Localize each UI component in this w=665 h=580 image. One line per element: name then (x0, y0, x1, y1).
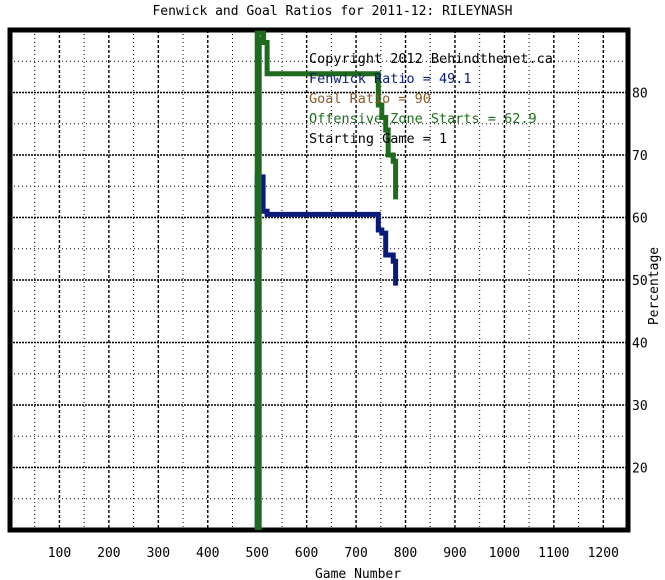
x-tick-labels: 100 200 300 400 500 600 700 800 900 1000 1100 1200 (48, 546, 619, 561)
y-tick-labels: 20 30 40 50 60 70 80 (632, 87, 648, 477)
series-line-fenwick (254, 174, 399, 530)
y-tick-label: 80 (632, 87, 648, 102)
y-tick-label: 70 (632, 149, 648, 164)
x-tick-label: 600 (295, 546, 318, 561)
y-axis-label: Percentage (647, 247, 662, 325)
y-tick-label: 60 (632, 212, 648, 227)
series-line-ozs (254, 30, 399, 530)
y-tick-label: 30 (632, 399, 648, 414)
legend-entry: Fenwick Ratio = 49.1 (309, 71, 472, 87)
x-tick-label: 700 (344, 546, 367, 561)
legend: Copyright 2012 Behindthenet.ca Fenwick Ra… (309, 51, 553, 147)
y-tick-label: 20 (632, 462, 648, 477)
x-tick-label: 400 (196, 546, 219, 561)
legend-entry: Copyright 2012 Behindthenet.ca (309, 51, 553, 67)
x-tick-label: 1200 (588, 546, 619, 561)
legend-entry: Goal Ratio = 90 (309, 91, 431, 107)
legend-entry: Offensive Zone Starts = 62.9 (309, 111, 537, 127)
x-tick-label: 500 (245, 546, 268, 561)
y-tick-label: 40 (632, 337, 648, 352)
legend-entry: Starting Game = 1 (309, 131, 447, 147)
x-tick-label: 200 (97, 546, 120, 561)
grid (10, 30, 628, 530)
chart-title: Fenwick and Goal Ratios for 2011-12: RIL… (152, 4, 513, 19)
x-tick-label: 1100 (538, 546, 569, 561)
x-tick-label: 1000 (489, 546, 520, 561)
x-tick-label: 300 (147, 546, 170, 561)
y-tick-label: 50 (632, 274, 648, 289)
x-tick-label: 900 (443, 546, 466, 561)
series-layer (254, 30, 399, 530)
x-tick-label: 800 (394, 546, 417, 561)
x-axis-label: Game Number (315, 567, 401, 580)
plot-frame (7, 27, 631, 533)
x-tick-label: 100 (48, 546, 71, 561)
